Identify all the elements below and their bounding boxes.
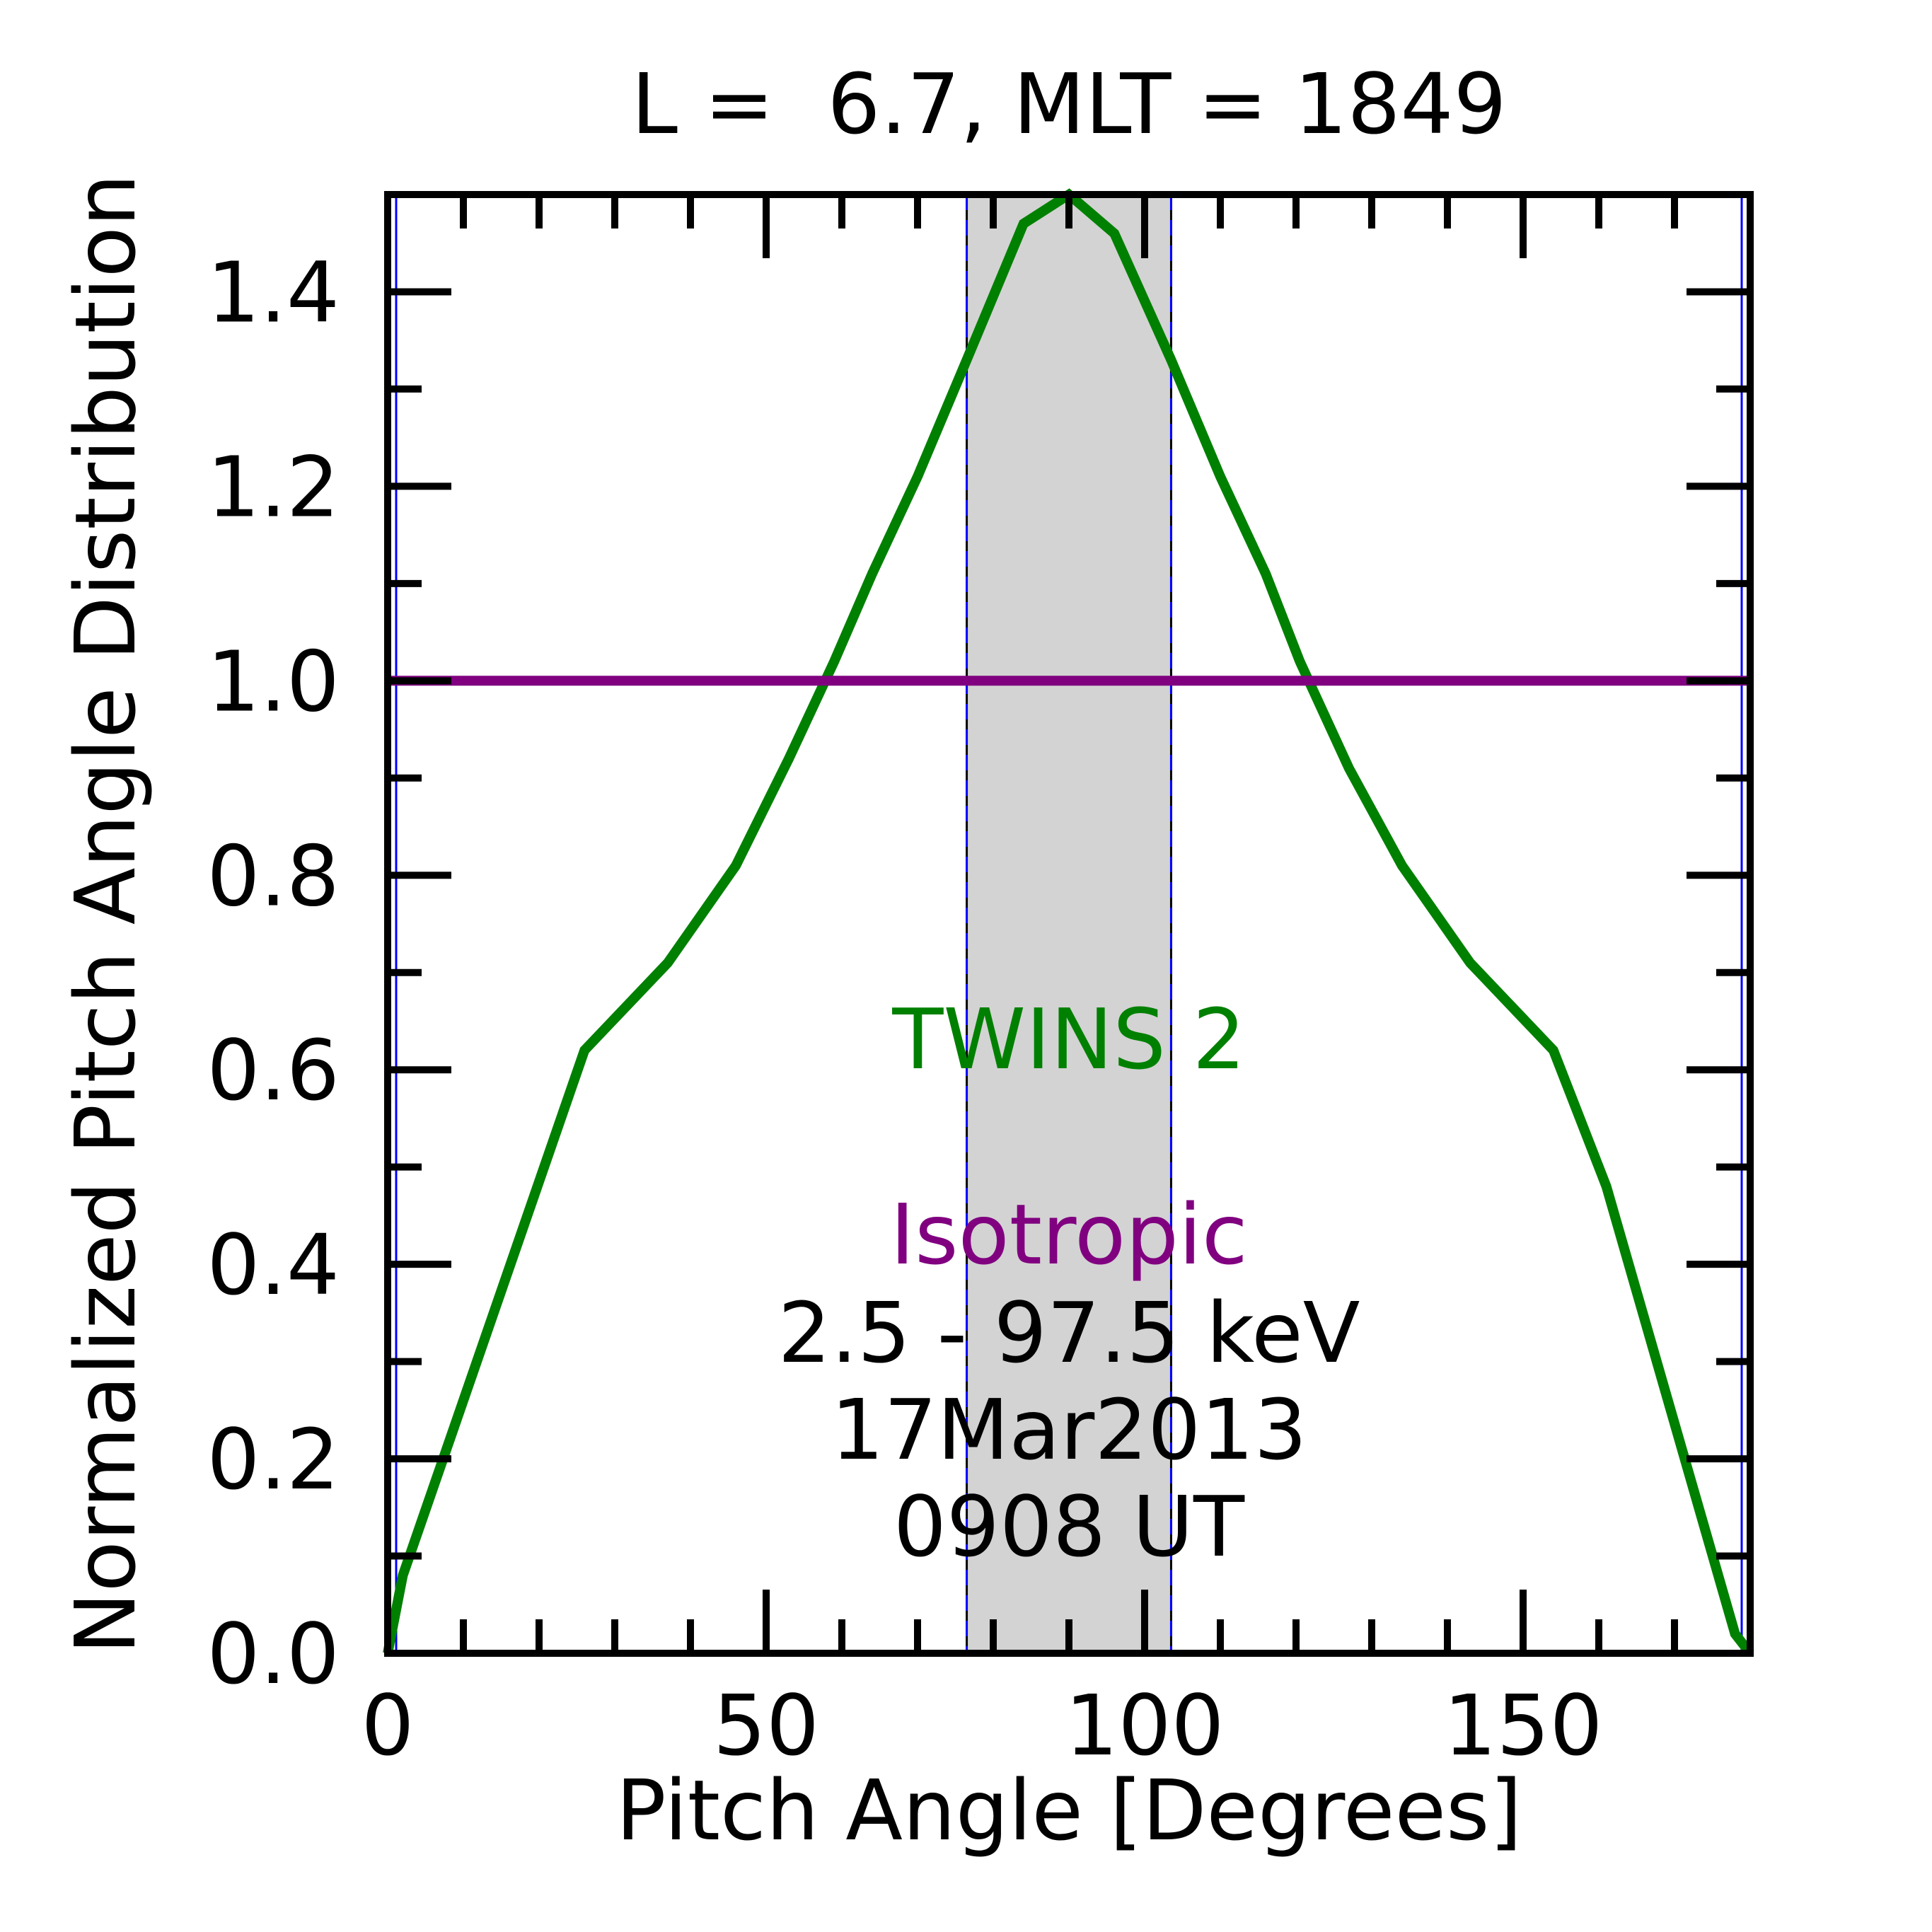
y-tick-label: 0.8	[207, 827, 340, 925]
legend-entry-isotropic: Isotropic	[890, 1186, 1247, 1283]
x-tick-label: 50	[713, 1677, 819, 1774]
axes-frame	[384, 191, 1754, 1657]
y-tick-label: 0.6	[207, 1022, 340, 1119]
shaded-band	[966, 195, 1172, 1653]
annotation-time: 0908 UT	[893, 1478, 1245, 1575]
y-tick-label: 0.4	[207, 1216, 340, 1314]
x-axis-label: Pitch Angle [Degrees]	[615, 1762, 1522, 1859]
y-tick-label: 1.2	[207, 438, 340, 536]
legend-entry-twins-2: TWINS 2	[891, 990, 1245, 1088]
annotation-energy-range: 2.5 - 97.5 keV	[778, 1284, 1360, 1382]
y-tick-label: 0.2	[207, 1411, 340, 1508]
shaded-band-layer	[395, 195, 1743, 1653]
x-tick-label: 150	[1443, 1677, 1602, 1774]
x-tick-label: 100	[1065, 1677, 1224, 1774]
y-tick-label: 1.0	[207, 632, 340, 730]
y-tick-label: 0.0	[207, 1605, 340, 1703]
tick-layer: 0 50 100 150 0.0 0.2 0.4 0.6 0.8 1.0 1.2 1.4	[207, 191, 1754, 1774]
series-line-twins-2	[383, 188, 1754, 1657]
y-axis-label: Normalized Pitch Angle Distribution	[57, 173, 154, 1654]
x-tick-label: 0	[361, 1677, 414, 1774]
series-layer	[383, 188, 1754, 1657]
chart-title: L = 6.7, MLT = 1849	[631, 55, 1506, 153]
annotation-date: 17Mar2013	[831, 1381, 1307, 1479]
y-tick-label: 1.4	[207, 243, 340, 341]
